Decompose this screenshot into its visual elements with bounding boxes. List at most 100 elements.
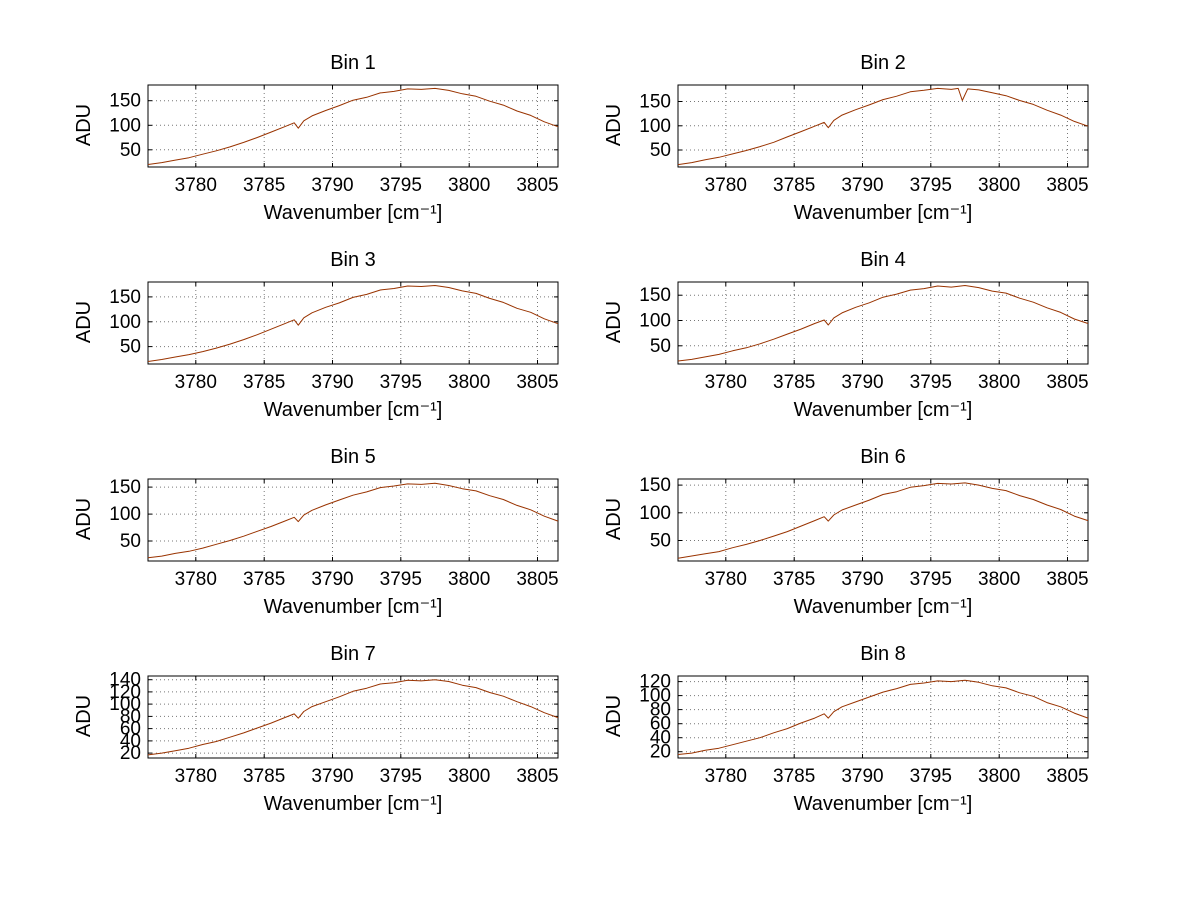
y-tick-label: 50: [650, 336, 671, 357]
y-tick-label: 60: [650, 714, 671, 735]
x-tick-label: 3800: [448, 766, 490, 787]
x-tick-label: 3800: [448, 175, 490, 196]
plot-area: 3780 3785 3790 3795 3800 3805 50 100 150: [639, 475, 1089, 590]
x-tick-label: 3780: [705, 569, 747, 590]
y-tick-label: 100: [109, 312, 141, 333]
y-tick-label: 50: [120, 531, 141, 552]
x-tick-label: 3785: [243, 766, 285, 787]
y-tick-label: 50: [120, 140, 141, 161]
plot-title: Bin 7: [330, 643, 376, 665]
subplot-bin-3: Bin 3 ADU 3780 3785 3790 3795 3800 3805 50 100 1…: [54, 247, 584, 444]
x-tick-label: 3805: [1046, 766, 1088, 787]
spectrum-line: [677, 679, 1089, 755]
plot-area: 3780 3785 3790 3795 3800 3805 2040608010012014…: [109, 671, 559, 787]
x-tick-label: 3785: [773, 372, 815, 393]
x-tick-label: 3785: [773, 766, 815, 787]
plot-title: Bin 8: [860, 643, 906, 665]
x-tick-label: 3780: [175, 766, 217, 787]
axes-box: [677, 675, 1089, 759]
x-tick-label: 3800: [978, 175, 1020, 196]
x-tick-label: 3780: [705, 175, 747, 196]
y-tick-label: 40: [120, 731, 141, 752]
x-tick-label: 3805: [1046, 372, 1088, 393]
y-tick-label: 50: [650, 531, 671, 552]
y-tick-label: 100: [109, 504, 141, 525]
subplot-bin-1: Bin 1 ADU 3780 3785 3790 3795 3800 3805 50 100 1…: [54, 50, 584, 247]
x-axis-label: Wavenumber [cm⁻¹]: [793, 399, 973, 421]
spectrum-line: [677, 87, 1089, 166]
x-axis-label: Wavenumber [cm⁻¹]: [263, 399, 443, 421]
y-axis-label: ADU: [603, 300, 625, 344]
subplot-bin-5: Bin 5 ADU 3780 3785 3790 3795 3800 3805 50 100 1…: [54, 444, 584, 641]
plot-title: Bin 6: [860, 446, 906, 468]
y-tick-label: 60: [120, 719, 141, 740]
x-tick-label: 3805: [516, 372, 558, 393]
plot-title: Bin 1: [330, 52, 376, 74]
plot-title: Bin 4: [860, 249, 906, 271]
x-tick-label: 3800: [448, 372, 490, 393]
x-tick-label: 3780: [175, 175, 217, 196]
x-axis-label: Wavenumber [cm⁻¹]: [793, 793, 973, 815]
y-tick-label: 150: [109, 477, 141, 498]
plot-area: 3780 3785 3790 3795 3800 3805 50 100 150: [639, 84, 1089, 196]
plot-title: Bin 5: [330, 446, 376, 468]
x-tick-label: 3790: [311, 766, 353, 787]
y-tick-label: 100: [109, 694, 141, 715]
y-tick-label: 120: [639, 672, 671, 693]
x-tick-label: 3785: [773, 569, 815, 590]
x-tick-label: 3780: [175, 372, 217, 393]
x-tick-label: 3800: [448, 569, 490, 590]
spectrum-line: [147, 285, 559, 362]
y-axis-label: ADU: [603, 497, 625, 541]
plot-area: 3780 3785 3790 3795 3800 3805 50 100 150: [109, 281, 559, 393]
y-tick-label: 120: [109, 682, 141, 703]
x-tick-label: 3790: [311, 569, 353, 590]
x-axis-label: Wavenumber [cm⁻¹]: [263, 793, 443, 815]
x-tick-label: 3785: [243, 175, 285, 196]
x-tick-label: 3790: [841, 569, 883, 590]
x-tick-label: 3790: [841, 766, 883, 787]
x-axis-label: Wavenumber [cm⁻¹]: [793, 596, 973, 618]
x-tick-label: 3795: [910, 175, 952, 196]
subplot-bin-7: Bin 7 ADU 3780 3785 3790 3795 3800 3805 20 40 60…: [54, 641, 584, 838]
subplot-bin-2: Bin 2 ADU 3780 3785 3790 3795 3800 3805 50 100 1…: [584, 50, 1114, 247]
x-tick-label: 3805: [516, 175, 558, 196]
x-tick-label: 3805: [516, 569, 558, 590]
spectrum-line: [147, 87, 559, 165]
y-tick-label: 80: [650, 700, 671, 721]
axes-box: [147, 675, 559, 759]
x-axis-label: Wavenumber [cm⁻¹]: [793, 202, 973, 224]
axes-box: [147, 84, 559, 168]
y-tick-label: 150: [639, 92, 671, 113]
y-tick-label: 140: [109, 671, 141, 691]
x-tick-label: 3805: [516, 766, 558, 787]
x-tick-label: 3795: [910, 766, 952, 787]
x-tick-label: 3795: [380, 372, 422, 393]
y-tick-label: 100: [639, 311, 671, 332]
x-axis-label: Wavenumber [cm⁻¹]: [263, 596, 443, 618]
spectrum-line: [677, 482, 1089, 559]
subplot-grid: Bin 1 ADU 3780 3785 3790 3795 3800 3805 50 100 1…: [54, 50, 1114, 838]
axes-box: [147, 478, 559, 562]
x-tick-label: 3800: [978, 766, 1020, 787]
x-tick-label: 3800: [978, 372, 1020, 393]
axes-box: [677, 281, 1089, 365]
axes-box: [677, 478, 1089, 562]
x-tick-label: 3805: [1046, 175, 1088, 196]
x-tick-label: 3780: [705, 766, 747, 787]
x-tick-label: 3790: [311, 175, 353, 196]
x-tick-label: 3785: [243, 569, 285, 590]
y-axis-label: ADU: [73, 300, 95, 344]
plot-title: Bin 2: [860, 52, 906, 74]
x-tick-label: 3795: [910, 569, 952, 590]
x-tick-label: 3780: [705, 372, 747, 393]
plot-area: 3780 3785 3790 3795 3800 3805 50 100 150: [639, 281, 1089, 393]
y-tick-label: 20: [120, 743, 141, 764]
y-tick-label: 50: [650, 140, 671, 161]
y-axis-label: ADU: [73, 497, 95, 541]
y-tick-label: 20: [650, 742, 671, 763]
y-tick-label: 100: [639, 503, 671, 524]
y-axis-label: ADU: [73, 103, 95, 147]
